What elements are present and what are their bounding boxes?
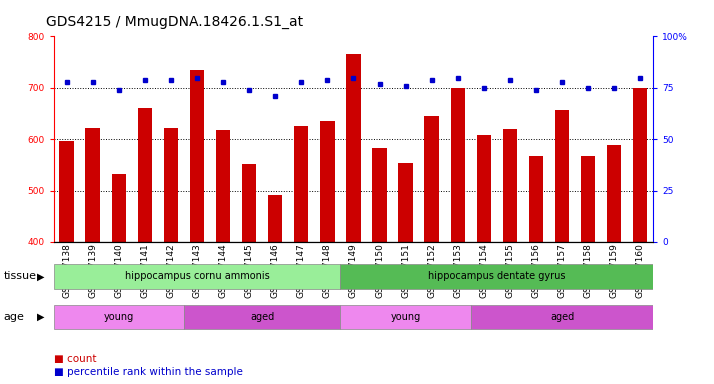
Text: ▶: ▶ — [37, 312, 45, 322]
Bar — [111, 174, 126, 384]
Bar — [184, 305, 341, 329]
Text: ▶: ▶ — [37, 271, 45, 281]
Text: aged: aged — [250, 312, 274, 322]
Bar — [503, 129, 517, 384]
Text: ■ percentile rank within the sample: ■ percentile rank within the sample — [54, 367, 243, 377]
Bar — [164, 128, 178, 384]
Text: aged: aged — [550, 312, 574, 322]
Bar — [555, 110, 569, 384]
Bar — [320, 121, 335, 384]
Bar — [633, 88, 648, 384]
Bar — [54, 264, 341, 289]
Text: age: age — [4, 312, 24, 322]
Bar — [216, 130, 230, 384]
Bar — [86, 128, 100, 384]
Bar — [477, 135, 491, 384]
Text: tissue: tissue — [4, 271, 36, 281]
Bar — [341, 305, 471, 329]
Text: hippocampus dentate gyrus: hippocampus dentate gyrus — [428, 271, 565, 281]
Bar — [346, 55, 361, 384]
Bar — [190, 70, 204, 384]
Bar — [471, 305, 653, 329]
Bar — [607, 146, 621, 384]
Bar — [451, 88, 465, 384]
Bar — [242, 164, 256, 384]
Bar — [341, 264, 653, 289]
Bar — [59, 141, 74, 384]
Text: GDS4215 / MmugDNA.18426.1.S1_at: GDS4215 / MmugDNA.18426.1.S1_at — [46, 15, 303, 29]
Text: ■ count: ■ count — [54, 354, 96, 364]
Bar — [581, 156, 595, 384]
Bar — [268, 195, 282, 384]
Bar — [529, 156, 543, 384]
Text: hippocampus cornu ammonis: hippocampus cornu ammonis — [125, 271, 269, 281]
Bar — [138, 108, 152, 384]
Bar — [398, 163, 413, 384]
Text: young: young — [391, 312, 421, 322]
Text: young: young — [104, 312, 134, 322]
Bar — [425, 116, 439, 384]
Bar — [294, 126, 308, 384]
Bar — [54, 305, 184, 329]
Bar — [372, 149, 387, 384]
